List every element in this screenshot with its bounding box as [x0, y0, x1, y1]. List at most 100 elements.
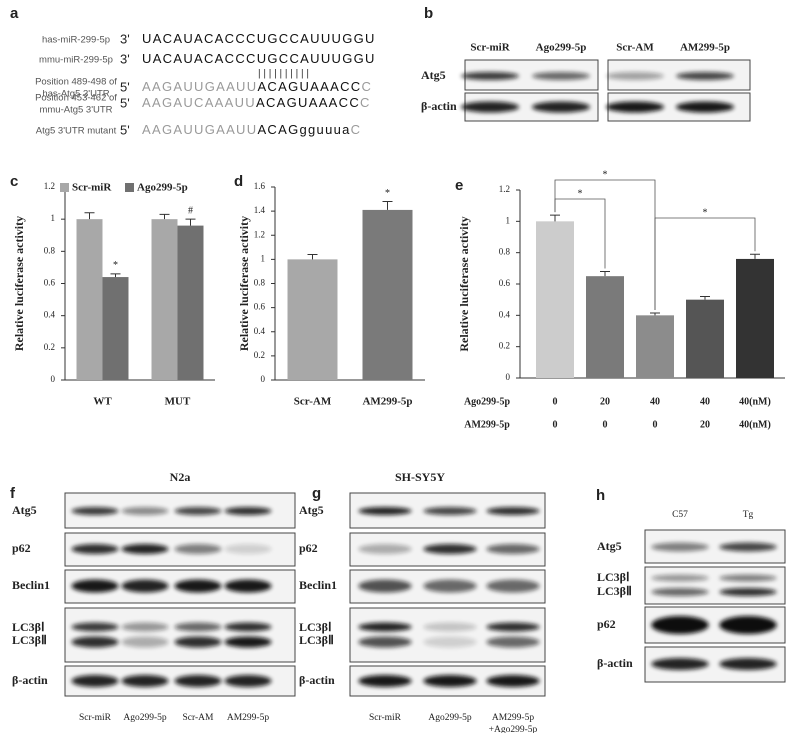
y-tick-label: 0: [261, 374, 266, 384]
row-label: LC3βⅠ: [597, 570, 630, 584]
band: [676, 101, 734, 113]
treatment-dose: 40: [700, 396, 710, 407]
annotation: *: [385, 188, 390, 199]
y-tick-label: 1.6: [254, 181, 266, 191]
treatment-name: AM299-5p: [464, 419, 510, 430]
band: [358, 507, 412, 515]
pairing: | | | | | | | | | |: [258, 69, 309, 80]
column-label: +Ago299-5p: [489, 725, 538, 733]
row-label: LC3βⅠ: [12, 620, 45, 634]
treatment-dose: 40: [650, 396, 660, 407]
column-label: Ago299-5p: [123, 713, 167, 723]
y-axis-label: Relative luciferase activity: [12, 216, 26, 351]
treatment-dose: 0: [553, 419, 558, 430]
band: [719, 574, 777, 582]
sequence: UACAUACACCCUGCCAUUUGGU: [142, 31, 376, 46]
y-tick-label: 0.8: [499, 247, 511, 257]
legend-label: Scr-miR: [72, 182, 112, 194]
row-label: LC3βⅠ: [299, 620, 332, 634]
significance-mark: *: [603, 169, 608, 180]
row-label: β-actin: [421, 99, 457, 113]
row-label: Atg5: [12, 503, 37, 517]
y-tick-label: 0.4: [44, 310, 56, 320]
row-label: β-actin: [12, 673, 48, 687]
band: [121, 622, 169, 632]
strand-end: 3': [120, 51, 130, 66]
band: [71, 622, 119, 632]
bar: [76, 219, 103, 380]
sequence-name: has-miR-299-5p: [42, 35, 110, 46]
y-tick-label: 0.4: [499, 309, 511, 319]
treatment-dose: 20: [700, 419, 710, 430]
band: [121, 579, 169, 593]
panel-label: d: [234, 173, 243, 190]
band: [532, 72, 590, 80]
annotation: #: [188, 205, 193, 216]
band: [423, 675, 477, 687]
bar: [151, 219, 178, 380]
y-tick-label: 0.2: [44, 342, 55, 352]
y-tick-label: 0.6: [254, 302, 266, 312]
band: [651, 588, 709, 596]
y-tick-label: 1: [261, 253, 266, 263]
bar: [102, 277, 129, 380]
band: [486, 675, 540, 687]
sequence: AAGAUUGAAUUACAGUAAACCC: [142, 79, 372, 94]
sequence-name: has-Atg5 3'UTR: [42, 89, 109, 100]
error-bar: [700, 296, 710, 300]
row-label: p62: [299, 541, 318, 555]
row-label: p62: [597, 617, 616, 631]
sequence: UACAUACACCCUGCCAUUUGGU: [142, 51, 376, 66]
column-label: AM299-5p: [680, 42, 730, 54]
sequence-segment: UACAUACACCCUGCCAUUUGGU: [142, 31, 376, 46]
column-label: AM299-5p: [492, 713, 534, 723]
panel-label: a: [10, 5, 19, 22]
bar: [736, 258, 774, 378]
sequence-segment: AAGAUUGAAUU: [142, 79, 257, 94]
significance-bracket: [554, 198, 606, 269]
error-bar: [750, 253, 760, 259]
blot-frame: [644, 566, 786, 605]
band: [224, 622, 272, 632]
band: [121, 675, 169, 687]
row-label: LC3βⅡ: [299, 633, 334, 647]
treatment-dose: 0: [553, 396, 558, 407]
band: [651, 658, 709, 670]
sequence-name: Position 453-462 of: [35, 93, 117, 104]
column-label: AM299-5p: [227, 713, 269, 723]
band: [651, 574, 709, 582]
sequence-name: mmu-Atg5 3'UTR: [39, 105, 112, 116]
sequence-segment: ACAGUAAACC: [256, 95, 360, 110]
strand-end: 5': [120, 122, 130, 137]
band: [174, 622, 222, 632]
bar: [177, 225, 204, 380]
x-tick-label: MUT: [165, 396, 191, 408]
band: [71, 544, 119, 554]
band: [358, 622, 412, 632]
row-label: p62: [12, 541, 31, 555]
treatment-name: Ago299-5p: [464, 396, 511, 407]
sequence-name: mmu-miR-299-5p: [39, 55, 113, 66]
treatment-dose: 40(nM): [739, 396, 771, 407]
band: [676, 72, 734, 80]
y-tick-label: 0.8: [44, 245, 56, 255]
sequence-segment: AAGAUUGAAUU: [142, 122, 257, 137]
bar: [536, 221, 574, 378]
band: [358, 636, 412, 648]
band: [423, 622, 477, 632]
column-label: Scr-miR: [369, 713, 402, 723]
band: [606, 101, 664, 113]
column-label: Tg: [743, 510, 754, 520]
bar: [362, 209, 413, 380]
row-label: Beclin1: [299, 578, 337, 592]
panel-label: f: [10, 485, 16, 502]
y-tick-label: 0.4: [254, 326, 266, 336]
y-tick-label: 0: [51, 374, 56, 384]
row-label: β-actin: [299, 673, 335, 687]
band: [423, 544, 477, 554]
y-axis-label: Relative luciferase activity: [237, 216, 251, 351]
treatment-dose: 20: [600, 396, 610, 407]
y-tick-label: 1: [506, 215, 511, 225]
error-bar: [600, 270, 610, 277]
y-tick-label: 1: [51, 213, 56, 223]
